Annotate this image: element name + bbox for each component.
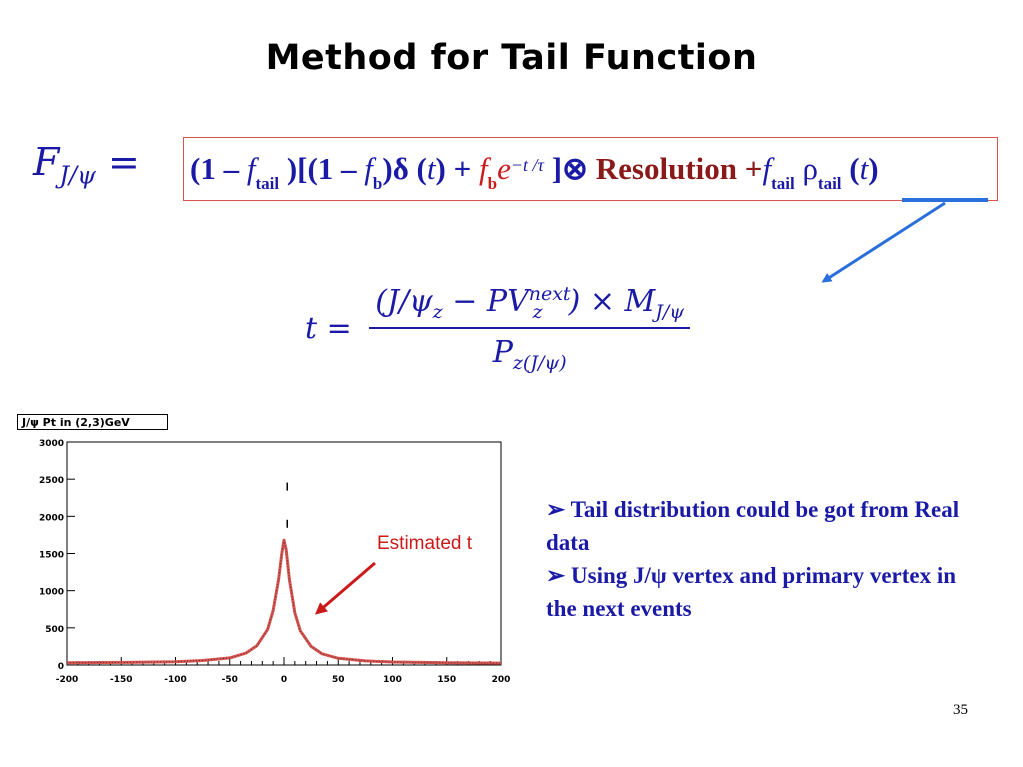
formula-lhs-eq: = — [108, 140, 140, 184]
formula-b-sub-red: b — [487, 174, 498, 193]
formula-part-4: ) + — [435, 151, 472, 186]
t-formula: t = (J/ψz − PVnextz) × MJ/ψ Pz(J/ψ) — [305, 283, 691, 374]
estimated-label: Estimated t — [377, 533, 473, 554]
num-b-sup: next — [528, 283, 571, 305]
num-c-sub: J/ψ — [655, 301, 685, 323]
formula-exp-e: e — [497, 151, 511, 186]
formula-f-b: f — [364, 151, 373, 186]
x-tick-label: 150 — [437, 675, 456, 685]
num-c: ) × M — [568, 284, 656, 319]
formula-exponent: −t /τ — [510, 155, 544, 175]
formula-part-5: ]⊗ — [551, 151, 589, 186]
formula-f-tail: f — [246, 151, 256, 186]
x-tick-label: 0 — [281, 675, 287, 685]
formula-lhs: FJ/ψ = — [33, 140, 140, 190]
num-b-sub: z — [532, 301, 543, 323]
formula-t-1: t — [426, 151, 436, 186]
blue-arrow — [821, 201, 946, 283]
t-formula-lhs: t = — [305, 311, 352, 346]
formula-part-2: )[(1 – — [286, 151, 357, 186]
page-number: 35 — [953, 702, 968, 718]
formula-resolution: Resolution — [595, 151, 738, 186]
y-tick-label: 3000 — [39, 439, 64, 449]
formula-plus: + — [744, 151, 763, 186]
formula-rho: ρ — [802, 151, 818, 186]
num-b: − PV — [442, 284, 529, 319]
y-tick-label: 500 — [45, 625, 64, 635]
t-formula-denominator: Pz(J/ψ) — [369, 329, 690, 374]
den-sub: z(J/ψ) — [512, 352, 567, 374]
x-tick-label: -150 — [110, 675, 133, 685]
chart: 0 500 1000 1500 2000 2500 3000 -200 -150 -100 -50 0… — [39, 439, 511, 685]
y-tick-label: 2000 — [39, 513, 64, 523]
num-a-sub: z — [432, 301, 443, 323]
y-tick-label: 0 — [58, 662, 64, 672]
formula-part-7: ) — [868, 151, 879, 186]
formula-box: (1 – ftail )[(1 – fb)δ (t) + fbe−t /τ ]⊗… — [183, 137, 998, 201]
formula-part-3: )δ ( — [382, 151, 427, 186]
formula-lhs-F: F — [33, 140, 60, 184]
formula-tail-sub: tail — [255, 174, 280, 193]
y-tick-label: 1000 — [39, 588, 64, 598]
formula-part-1: (1 – — [190, 151, 240, 186]
formula-lhs-sub: J/ψ — [59, 161, 96, 190]
chart-title: J/ψ Pt in (2,3)GeV — [17, 414, 168, 430]
t-formula-fraction: (J/ψz − PVnextz) × MJ/ψ Pz(J/ψ) — [369, 283, 691, 374]
bullet-item: ➢ Using J/ψ vertex and primary vertex in… — [546, 563, 957, 621]
formula-f-tail-2: f — [762, 151, 772, 186]
den-p: P — [492, 335, 513, 370]
formula-b-sub: b — [372, 174, 383, 193]
x-tick-label: -100 — [164, 675, 187, 685]
formula-tail-sub-3: tail — [817, 174, 842, 193]
num-a: (J/ψ — [375, 284, 433, 319]
formula-t-2: t — [859, 151, 869, 186]
formula-part-6: ( — [849, 151, 860, 186]
x-tick-label: 100 — [383, 675, 402, 685]
x-tick-label: -200 — [56, 675, 79, 685]
bullet-list: ➢ Tail distribution could be got from Re… — [546, 493, 976, 625]
y-tick-label: 2500 — [39, 476, 64, 486]
data-points — [66, 540, 502, 664]
tail-underline — [902, 198, 988, 202]
y-tick-label: 1500 — [39, 551, 64, 561]
formula-f-b-red: f — [479, 151, 488, 186]
x-tick-label: -50 — [222, 675, 238, 685]
t-formula-numerator: (J/ψz − PVnextz) × MJ/ψ — [369, 283, 691, 329]
red-arrow — [314, 561, 376, 615]
x-tick-label: 50 — [332, 675, 345, 685]
formula-tail-sub-2: tail — [771, 174, 795, 193]
bullet-item: ➢ Tail distribution could be got from Re… — [546, 497, 960, 555]
x-tick-label: 200 — [492, 675, 511, 685]
series-line — [66, 538, 502, 665]
page-title: Method for Tail Function — [265, 38, 758, 78]
